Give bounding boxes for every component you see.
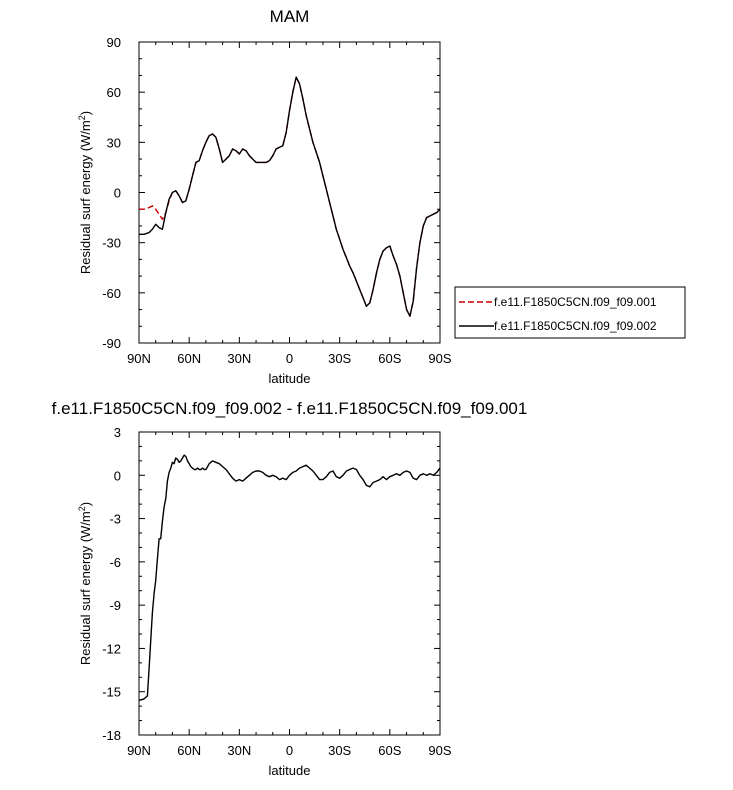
y-tick-label: -90: [102, 336, 121, 351]
y-tick-label: 0: [114, 186, 121, 201]
y-axis-label-main: Residual surf energy (W/m: [78, 511, 93, 665]
x-tick-label: 90N: [127, 743, 151, 758]
x-tick-label: 60N: [177, 743, 201, 758]
x-tick-label: 90N: [127, 351, 151, 366]
x-tick-label: 30S: [328, 351, 351, 366]
x-tick-label: 0: [286, 351, 293, 366]
plot-frame: [138, 41, 441, 344]
x-axis-label: latitude: [269, 371, 311, 386]
x-axis-label: latitude: [269, 763, 311, 778]
chart-panel-1: MAM 90N 60N 30N 0 30S 60S 90S 90 60 30 0 -30 -60 -90 la…: [77, 7, 686, 386]
x-tick-label: 60S: [378, 351, 401, 366]
x-tick-label: 30S: [328, 743, 351, 758]
y-tick-label: -60: [102, 286, 121, 301]
y-axis-label: Residual surf energy (W/m2): [77, 111, 93, 274]
y-axis-label: Residual surf energy (W/m2): [77, 502, 93, 665]
y-axis-label-superscript: 2: [77, 506, 87, 511]
chart-title: f.e11.F1850C5CN.f09_f09.002 - f.e11.F185…: [52, 399, 528, 418]
series-line-1: [139, 454, 440, 702]
y-tick-label: -15: [102, 685, 121, 700]
x-tick-label: 30N: [227, 351, 251, 366]
y-axis-label-close: ): [78, 111, 93, 115]
chart-panel-2: f.e11.F1850C5CN.f09_f09.002 - f.e11.F185…: [52, 399, 528, 778]
y-axis-label-close: ): [78, 502, 93, 506]
y-axis-label-main: Residual surf energy (W/m: [78, 120, 93, 274]
x-tick-label: 0: [286, 743, 293, 758]
y-tick-label: -3: [109, 512, 121, 527]
legend: f.e11.F1850C5CN.f09_f09.001 f.e11.F1850C5…: [454, 286, 686, 339]
x-tick-label: 60N: [177, 351, 201, 366]
legend-box: [454, 286, 686, 339]
chart-title: MAM: [270, 7, 310, 26]
series-line-2: [139, 76, 440, 317]
x-tick-label: 30N: [227, 743, 251, 758]
y-tick-label: 0: [114, 468, 121, 483]
legend-entry-2: f.e11.F1850C5CN.f09_f09.002: [494, 319, 657, 333]
y-tick-label: -30: [102, 236, 121, 251]
x-tick-label: 90S: [428, 743, 451, 758]
y-tick-label: 3: [114, 425, 121, 440]
y-tick-label: -9: [109, 598, 121, 613]
y-tick-label: -6: [109, 555, 121, 570]
plot-frame: [138, 431, 441, 736]
x-tick-label: 90S: [428, 351, 451, 366]
y-tick-label: 60: [107, 85, 121, 100]
y-tick-label: 30: [107, 135, 121, 150]
y-tick-label: 90: [107, 35, 121, 50]
y-tick-label: -18: [102, 728, 121, 743]
y-axis-label-superscript: 2: [77, 115, 87, 120]
x-tick-label: 60S: [378, 743, 401, 758]
y-tick-label: -12: [102, 641, 121, 656]
legend-entry-1: f.e11.F1850C5CN.f09_f09.001: [494, 295, 657, 309]
